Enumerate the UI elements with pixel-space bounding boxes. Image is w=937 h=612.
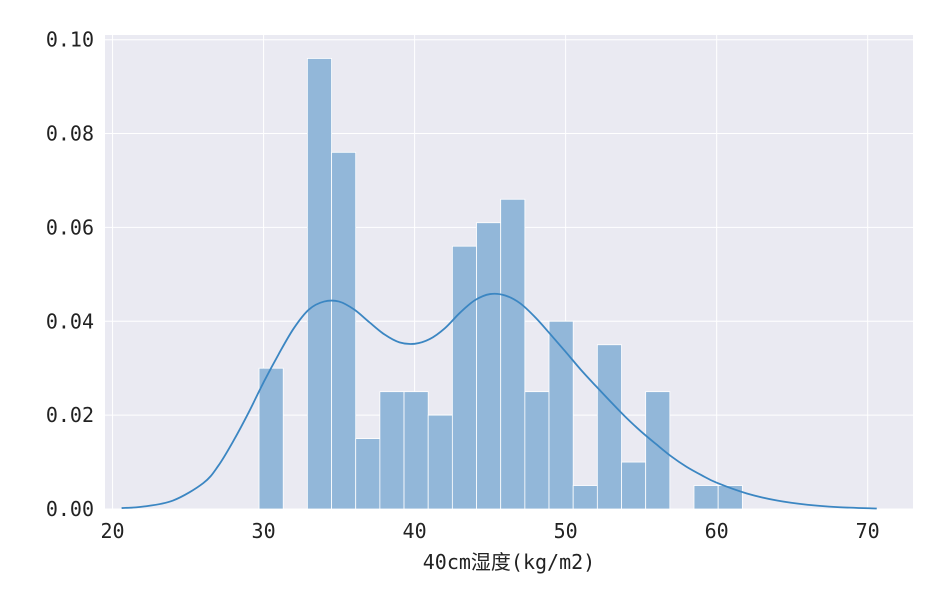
histogram-bar bbox=[258, 367, 284, 510]
histogram-bars bbox=[258, 58, 743, 510]
x-tick-label: 40 bbox=[403, 519, 427, 543]
histogram-bar bbox=[524, 391, 550, 510]
y-axis-ticks: 0.00 0.02 0.04 0.06 0.08 0.10 bbox=[46, 28, 94, 521]
histogram-bar bbox=[500, 198, 526, 510]
histogram-bar bbox=[645, 391, 671, 510]
histogram-bar bbox=[693, 485, 719, 510]
x-tick-label: 20 bbox=[101, 519, 125, 543]
y-tick-label: 0.02 bbox=[46, 403, 94, 427]
y-tick-label: 0.10 bbox=[46, 28, 94, 52]
histogram-bar bbox=[331, 151, 357, 510]
histogram-bar bbox=[476, 222, 502, 510]
x-tick-label: 60 bbox=[705, 519, 729, 543]
histogram-bar bbox=[355, 438, 381, 510]
histogram-bar bbox=[451, 245, 477, 510]
histogram-bar bbox=[717, 485, 743, 510]
histogram-bar bbox=[621, 461, 647, 510]
histogram-bar bbox=[403, 391, 429, 510]
y-tick-label: 0.06 bbox=[46, 215, 94, 239]
x-tick-label: 30 bbox=[252, 519, 276, 543]
histogram-bar bbox=[427, 414, 453, 510]
histogram-bar bbox=[379, 391, 405, 510]
kde-curve bbox=[121, 292, 877, 510]
histogram-bar bbox=[548, 320, 574, 510]
y-tick-label: 0.00 bbox=[46, 497, 94, 521]
y-tick-label: 0.08 bbox=[46, 122, 94, 146]
histogram-bar bbox=[572, 485, 598, 510]
histogram-bar bbox=[596, 344, 622, 510]
x-axis-label: 40cm湿度(kg/m2) bbox=[423, 550, 595, 574]
x-tick-label: 50 bbox=[554, 519, 578, 543]
x-axis-ticks: 20 30 40 50 60 70 bbox=[101, 519, 880, 543]
x-tick-label: 70 bbox=[856, 519, 880, 543]
y-tick-label: 0.04 bbox=[46, 309, 94, 333]
histogram-bar bbox=[306, 58, 332, 510]
